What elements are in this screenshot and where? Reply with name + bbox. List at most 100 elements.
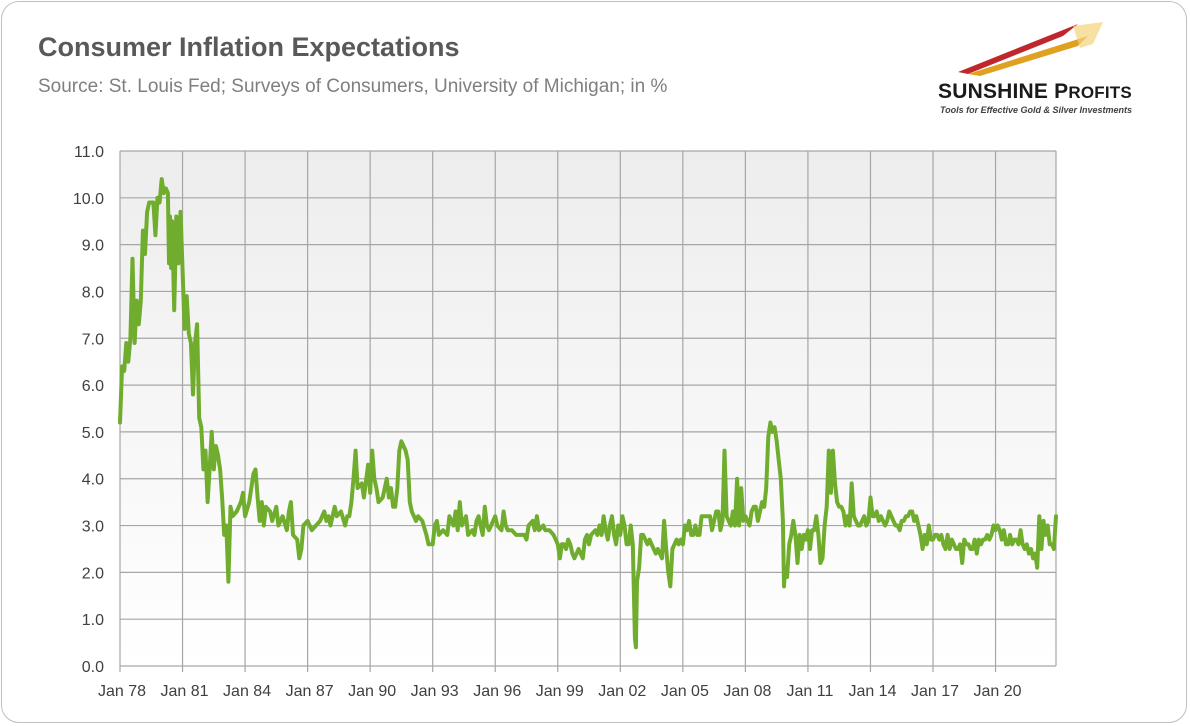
data-point — [707, 515, 709, 517]
data-point — [296, 539, 298, 541]
data-point — [582, 557, 584, 559]
data-point — [749, 524, 751, 527]
data-point — [769, 421, 772, 424]
logo-name: SUNSHINE PROFITS — [938, 80, 1132, 104]
data-point — [240, 501, 242, 503]
data-point — [555, 539, 557, 541]
data-point — [511, 529, 513, 531]
data-point — [767, 436, 769, 438]
data-point — [997, 524, 999, 527]
data-point — [1020, 529, 1022, 531]
data-point — [782, 520, 784, 522]
data-point — [711, 529, 713, 531]
data-point — [936, 534, 938, 536]
data-point — [277, 524, 279, 527]
data-point — [849, 524, 851, 527]
data-point — [475, 520, 478, 522]
data-point — [661, 557, 663, 559]
data-point — [965, 543, 968, 545]
data-point — [926, 543, 928, 545]
data-point — [753, 506, 755, 508]
data-point — [542, 524, 544, 527]
data-point — [859, 524, 861, 527]
data-point — [500, 529, 503, 531]
data-point — [671, 548, 674, 550]
data-point — [578, 548, 580, 550]
data-point — [994, 529, 997, 531]
data-point — [738, 524, 740, 527]
data-point — [1005, 543, 1007, 545]
data-point — [319, 520, 321, 522]
data-point — [292, 534, 294, 536]
data-point — [909, 510, 911, 513]
data-point — [538, 529, 540, 531]
data-point — [874, 515, 876, 517]
data-point — [490, 524, 492, 527]
data-point — [573, 557, 576, 559]
data-point — [146, 211, 148, 213]
data-point — [148, 201, 150, 204]
data-point — [307, 520, 309, 522]
data-point — [1034, 553, 1036, 555]
data-point — [229, 506, 232, 508]
data-point — [605, 529, 607, 531]
data-point — [569, 543, 571, 545]
data-point — [361, 482, 363, 484]
data-point — [413, 515, 415, 517]
data-point — [442, 529, 444, 531]
data-point — [959, 543, 961, 545]
data-point — [824, 524, 826, 527]
x-tick-label: Jan 87 — [286, 683, 334, 700]
data-point — [919, 534, 922, 536]
data-point — [329, 524, 332, 527]
data-point — [209, 468, 211, 470]
data-point — [982, 539, 984, 541]
data-point — [805, 539, 807, 541]
data-point — [940, 534, 942, 536]
chart-title: Consumer Inflation Expectations — [38, 32, 460, 62]
data-point — [315, 524, 317, 527]
data-point — [626, 543, 628, 545]
data-point — [348, 515, 350, 517]
data-point — [1053, 548, 1055, 550]
data-point — [571, 553, 574, 555]
data-point — [734, 524, 736, 527]
x-tick-label: Jan 14 — [848, 683, 896, 700]
data-point — [159, 201, 161, 204]
data-point — [392, 506, 394, 508]
data-point — [165, 187, 167, 190]
data-point — [980, 543, 982, 545]
x-tick-label: Jan 05 — [661, 683, 709, 700]
data-point — [179, 211, 182, 213]
data-point — [623, 524, 626, 527]
data-point — [867, 520, 870, 522]
data-point — [567, 539, 569, 541]
data-point — [271, 520, 273, 522]
data-point — [355, 450, 357, 452]
y-tick-label: 10.0 — [73, 191, 104, 208]
data-point — [409, 501, 411, 503]
data-point — [840, 506, 842, 508]
data-point — [717, 510, 719, 513]
data-point — [642, 534, 644, 536]
data-point — [803, 534, 805, 536]
x-tick-label: Jan 17 — [911, 683, 959, 700]
y-tick-label: 7.0 — [82, 331, 104, 348]
data-point — [1030, 548, 1032, 550]
data-point — [905, 515, 907, 517]
data-point — [386, 478, 388, 480]
data-point — [922, 548, 924, 550]
data-point — [202, 468, 204, 470]
data-point — [548, 529, 551, 531]
data-point — [170, 267, 172, 269]
data-point — [892, 520, 895, 522]
data-point — [184, 328, 186, 330]
data-point — [282, 515, 284, 517]
data-point — [596, 534, 599, 536]
data-point — [219, 468, 221, 470]
data-point — [774, 426, 776, 428]
data-point — [951, 539, 953, 541]
data-point — [152, 201, 154, 204]
data-point — [446, 534, 448, 536]
